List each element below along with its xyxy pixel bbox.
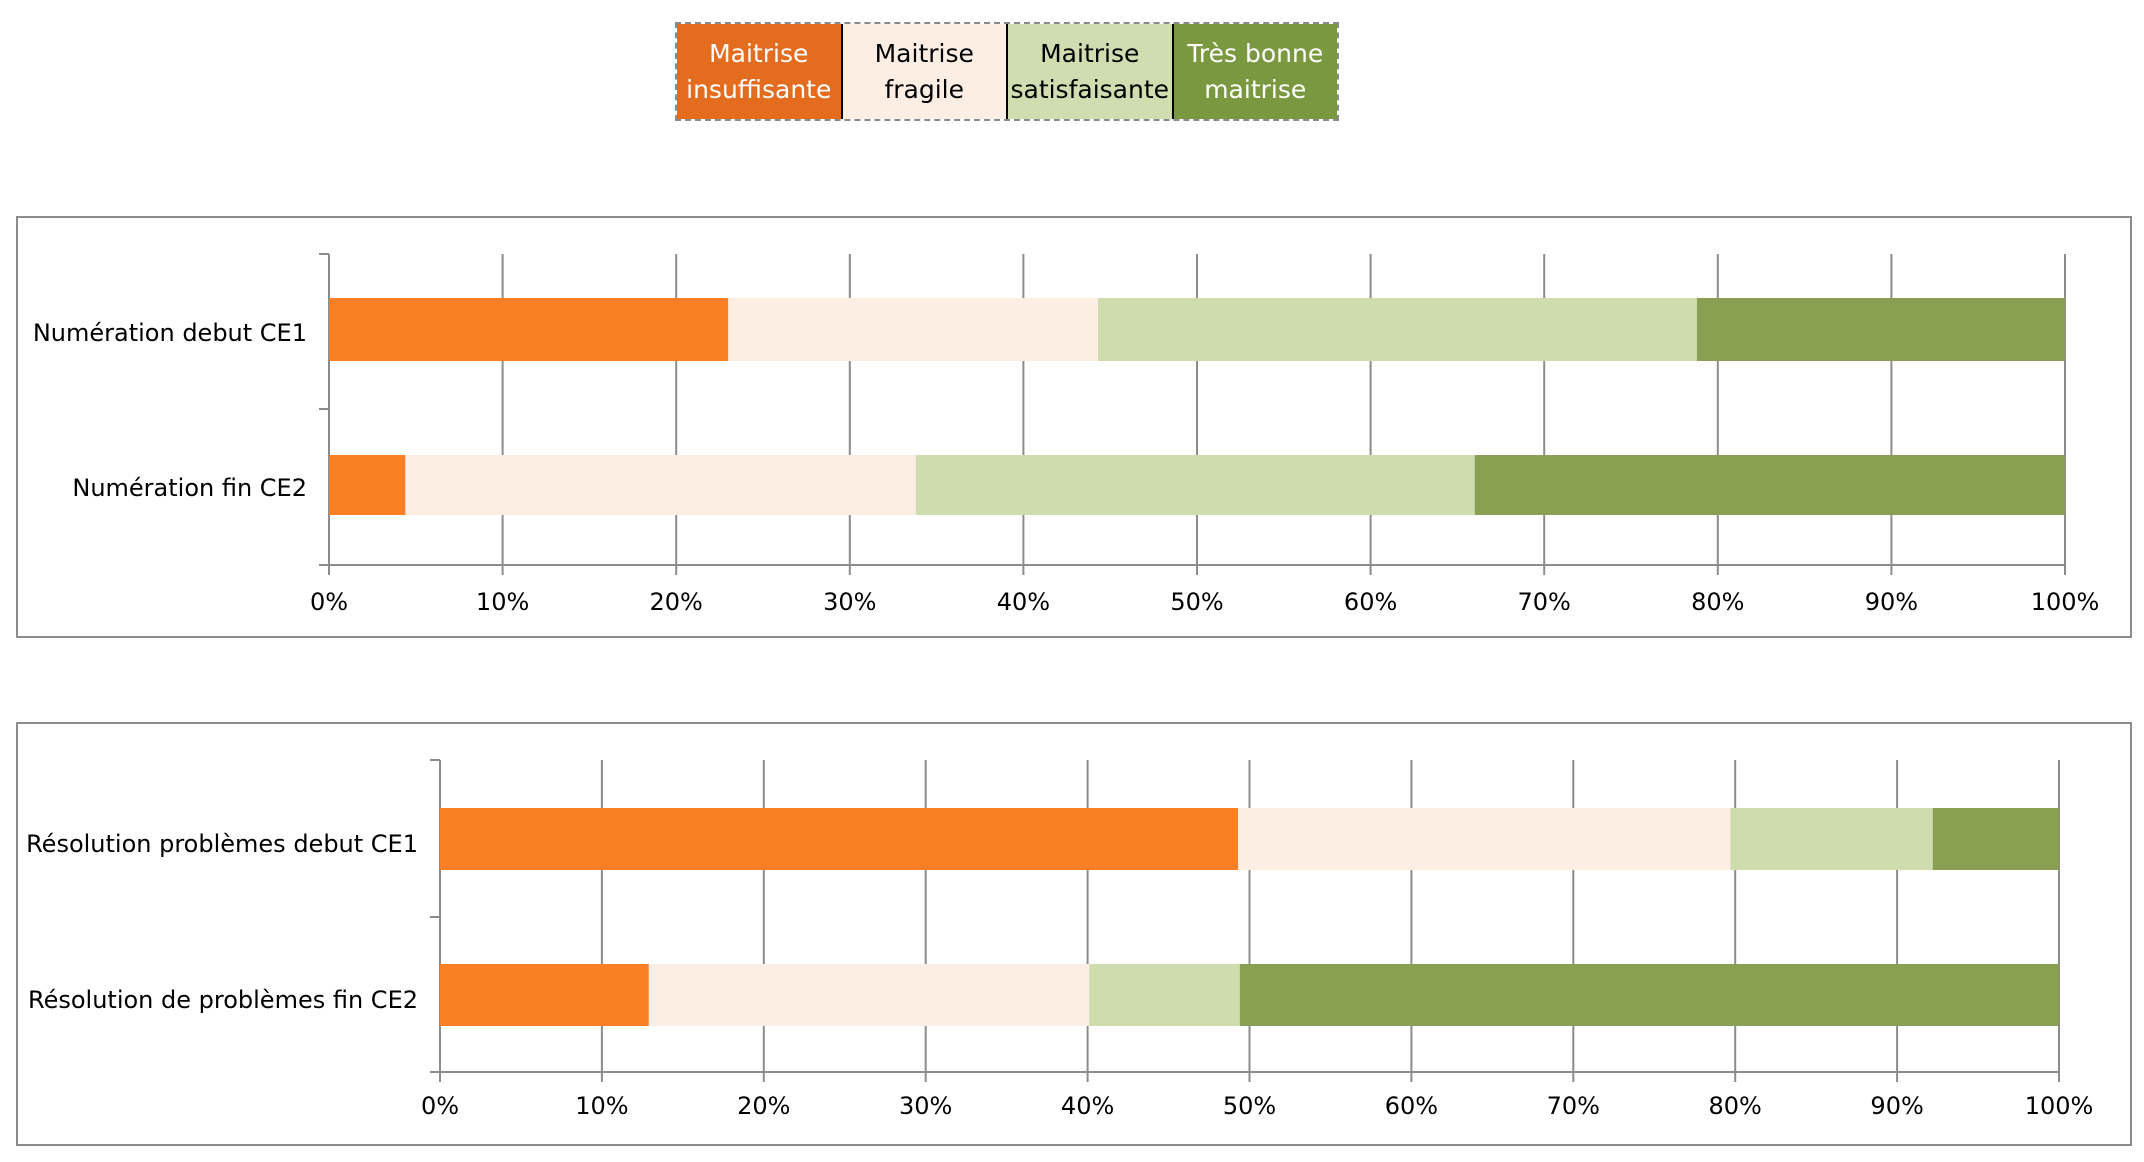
legend-item-fragile: Maitrise fragile (842, 24, 1008, 119)
bar-segment-4 (1239, 964, 2059, 1026)
bar-segment-2 (648, 964, 1090, 1026)
chart-resolution: 0% 10% 20% 30% 40% 50% 60% 70% 80% 90% 100% Résolut… (26, 759, 2094, 1120)
x-tick-label: 70% (1547, 1092, 1600, 1120)
bar-segment-4 (1932, 808, 2059, 870)
x-tick-label: 80% (1691, 588, 1744, 616)
x-tick-label: 90% (1870, 1092, 1923, 1120)
bar-segment-4 (1696, 298, 2065, 361)
chart-panel-numeration: 0% 10% 20% 30% 40% 50% 60% 70% 80% 90% 100% Numérat… (16, 216, 2132, 638)
x-tick-label: 0% (421, 1092, 459, 1120)
bar-segment-3 (1089, 964, 1240, 1026)
category-label: Numération debut CE1 (33, 319, 307, 347)
bar-segment-1 (440, 964, 649, 1026)
bar-segment-1 (329, 298, 729, 361)
x-tick-label: 10% (476, 588, 529, 616)
x-tick-label: 0% (310, 588, 348, 616)
bar-segment-2 (405, 455, 916, 515)
bar-segment-3 (1730, 808, 1933, 870)
x-tick-label: 80% (1709, 1092, 1762, 1120)
x-tick-label: 10% (575, 1092, 628, 1120)
category-label: Résolution de problèmes fin CE2 (28, 986, 418, 1014)
category-label: Résolution problèmes debut CE1 (26, 830, 418, 858)
x-tick-label: 90% (1865, 588, 1918, 616)
bar-segment-4 (1474, 455, 2065, 515)
chart-panel-resolution: 0% 10% 20% 30% 40% 50% 60% 70% 80% 90% 100% Résolut… (16, 722, 2132, 1146)
x-tick-label: 50% (1223, 1092, 1276, 1120)
x-tick-label: 50% (1170, 588, 1223, 616)
x-tick-label: 60% (1344, 588, 1397, 616)
x-tick-label: 60% (1385, 1092, 1438, 1120)
chart-numeration: 0% 10% 20% 30% 40% 50% 60% 70% 80% 90% 100% Numérat… (33, 253, 2100, 616)
x-tick-label: 30% (823, 588, 876, 616)
x-tick-label: 100% (2025, 1092, 2094, 1120)
x-tick-label: 70% (1518, 588, 1571, 616)
x-tick-label: 40% (997, 588, 1050, 616)
x-tick-label: 30% (899, 1092, 952, 1120)
bar-segment-2 (728, 298, 1099, 361)
bar-segment-3 (1098, 298, 1697, 361)
legend: Maitrise insuffisante Maitrise fragile M… (675, 22, 1339, 121)
x-tick-label: 20% (737, 1092, 790, 1120)
bar-segment-1 (440, 808, 1239, 870)
x-tick-label: 100% (2031, 588, 2100, 616)
bar-segment-1 (329, 455, 406, 515)
legend-item-tres-bonne: Très bonne maitrise (1173, 24, 1337, 119)
legend-item-satisfaisante: Maitrise satisfaisante (1008, 24, 1174, 119)
bar-segment-3 (915, 455, 1475, 515)
x-tick-label: 20% (650, 588, 703, 616)
bar-segment-2 (1238, 808, 1731, 870)
legend-item-insuffisante: Maitrise insuffisante (677, 24, 843, 119)
category-label: Numération fin CE2 (72, 474, 307, 502)
x-tick-label: 40% (1061, 1092, 1114, 1120)
